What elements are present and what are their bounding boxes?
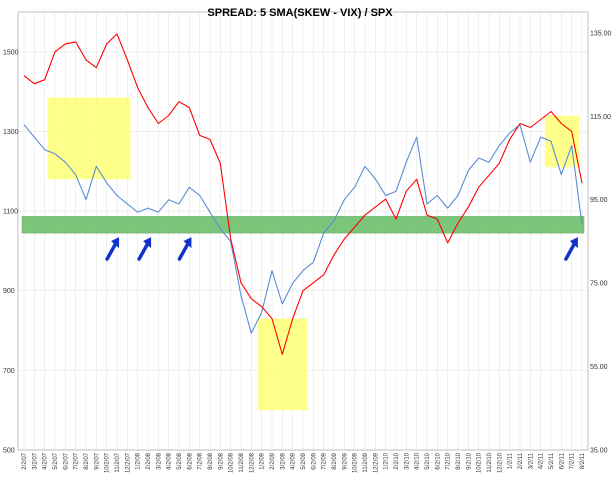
x-tick-label: 6/2/07: [63, 452, 69, 469]
x-tick-label: 4/2/09: [291, 452, 297, 469]
x-tick-label: 6/2/08: [187, 452, 193, 469]
right-tick-label: 55.00: [590, 364, 608, 371]
left-tick-label: 1100: [3, 209, 18, 216]
arrow-head: [143, 237, 152, 249]
x-tick-label: 7/2/09: [322, 452, 328, 469]
spx-line: [23, 33, 583, 355]
x-tick-label: 5/2/08: [177, 452, 183, 469]
plot-frame: [17, 11, 589, 451]
highlight-box: [257, 318, 308, 411]
x-tick-label: 1/2/08: [136, 452, 142, 469]
left-tick-label: 700: [3, 368, 15, 375]
x-tick-label: 10/2/07: [105, 452, 111, 473]
x-tick-label: 3/2/08: [156, 452, 162, 469]
x-tick-label: 8/2/08: [208, 452, 214, 469]
x-tick-label: 1/2/11: [508, 452, 514, 469]
spread-line: [23, 124, 583, 334]
x-tick-label: 3/2/09: [280, 452, 286, 469]
x-tick-label: 5/2/10: [425, 452, 431, 469]
x-tick-label: 7/2/11: [570, 452, 576, 469]
x-tick-label: 5/2/09: [301, 452, 307, 469]
x-tick-label: 11/2/08: [239, 452, 245, 472]
x-tick-label: 10/2/08: [229, 452, 235, 473]
chart-title: SPREAD: 5 SMA(SKEW - VIX) / SPX: [207, 7, 393, 19]
left-tick-label: 1300: [3, 129, 19, 136]
series-lines: [23, 33, 583, 355]
x-tick-label: 11/2/07: [115, 452, 121, 472]
x-tick-label: 9/2/10: [466, 452, 472, 469]
x-tick-label: 2/2/08: [146, 452, 152, 469]
left-tick-label: 500: [3, 448, 15, 455]
arrow-icon: [564, 237, 578, 261]
x-tick-label: 2/2/07: [22, 452, 28, 469]
x-tick-label: 1/2/10: [384, 452, 390, 469]
x-tick-label: 11/2/10: [487, 452, 493, 472]
left-axis-ticks: 500 700 900 1100 1300 1500: [3, 49, 19, 454]
x-tick-label: 8/2/11: [580, 452, 586, 469]
x-tick-label: 10/2/10: [477, 452, 483, 473]
x-tick-label: 12/2/09: [373, 452, 379, 473]
right-tick-label: 35.00: [590, 448, 608, 455]
x-tick-label: 12/2/10: [497, 452, 503, 473]
x-tick-label: 5/2/11: [549, 452, 555, 469]
x-tick-label: 2/2/09: [270, 452, 276, 469]
support-band: [21, 216, 585, 234]
highlight-box: [47, 97, 131, 180]
x-tick-label: 4/2/08: [167, 452, 173, 469]
x-tick-label: 4/2/07: [43, 452, 49, 469]
left-tick-label: 1500: [3, 49, 19, 56]
arrow-icon: [105, 237, 120, 261]
x-tick-label: 9/2/08: [218, 452, 224, 469]
right-tick-label: 135.00: [590, 30, 612, 37]
x-tick-label: 6/2/10: [435, 452, 441, 469]
arrow-icon: [177, 237, 192, 261]
x-axis-ticks: 2/2/07 3/2/07 4/2/07 5/2/07 6/2/07 7/2/07 8/2/…: [22, 452, 586, 473]
arrow-head: [569, 237, 578, 249]
x-tick-label: 4/2/11: [539, 452, 545, 469]
x-tick-label: 1/2/09: [260, 452, 266, 469]
x-tick-label: 4/2/10: [415, 452, 421, 469]
arrow-markers: [105, 237, 578, 261]
x-tick-label: 2/2/10: [394, 452, 400, 469]
x-tick-label: 2/2/11: [518, 452, 524, 469]
x-tick-label: 12/2/08: [249, 452, 255, 473]
arrow-icon: [137, 237, 152, 261]
x-tick-label: 12/2/07: [125, 452, 131, 473]
x-tick-label: 9/2/07: [94, 452, 100, 469]
left-tick-label: 900: [3, 288, 15, 295]
x-tick-label: 9/2/09: [342, 452, 348, 469]
x-tick-label: 10/2/09: [353, 452, 359, 473]
right-tick-label: 75.00: [590, 281, 608, 288]
x-tick-label: 7/2/10: [446, 452, 452, 469]
x-tick-label: 3/2/10: [404, 452, 410, 469]
x-tick-label: 6/2/11: [559, 452, 565, 469]
arrow-head: [111, 237, 120, 249]
x-tick-label: 3/2/07: [32, 452, 38, 469]
x-tick-label: 8/2/10: [456, 452, 462, 469]
x-tick-label: 11/2/09: [363, 452, 369, 472]
right-tick-label: 95.00: [590, 197, 608, 204]
x-tick-label: 5/2/07: [53, 452, 59, 469]
x-tick-label: 8/2/09: [332, 452, 338, 469]
x-tick-label: 6/2/09: [311, 452, 317, 469]
right-tick-label: 115.00: [590, 114, 611, 121]
support-band-rect: [21, 216, 585, 234]
arrow-head: [183, 237, 192, 249]
x-tick-label: 8/2/07: [84, 452, 90, 469]
right-axis-ticks: 35.00 55.00 75.00 95.00 115.00 135.00: [590, 30, 612, 454]
x-tick-label: 3/2/11: [528, 452, 534, 469]
x-tick-label: 7/2/07: [74, 452, 80, 469]
x-tick-label: 7/2/08: [198, 452, 204, 469]
